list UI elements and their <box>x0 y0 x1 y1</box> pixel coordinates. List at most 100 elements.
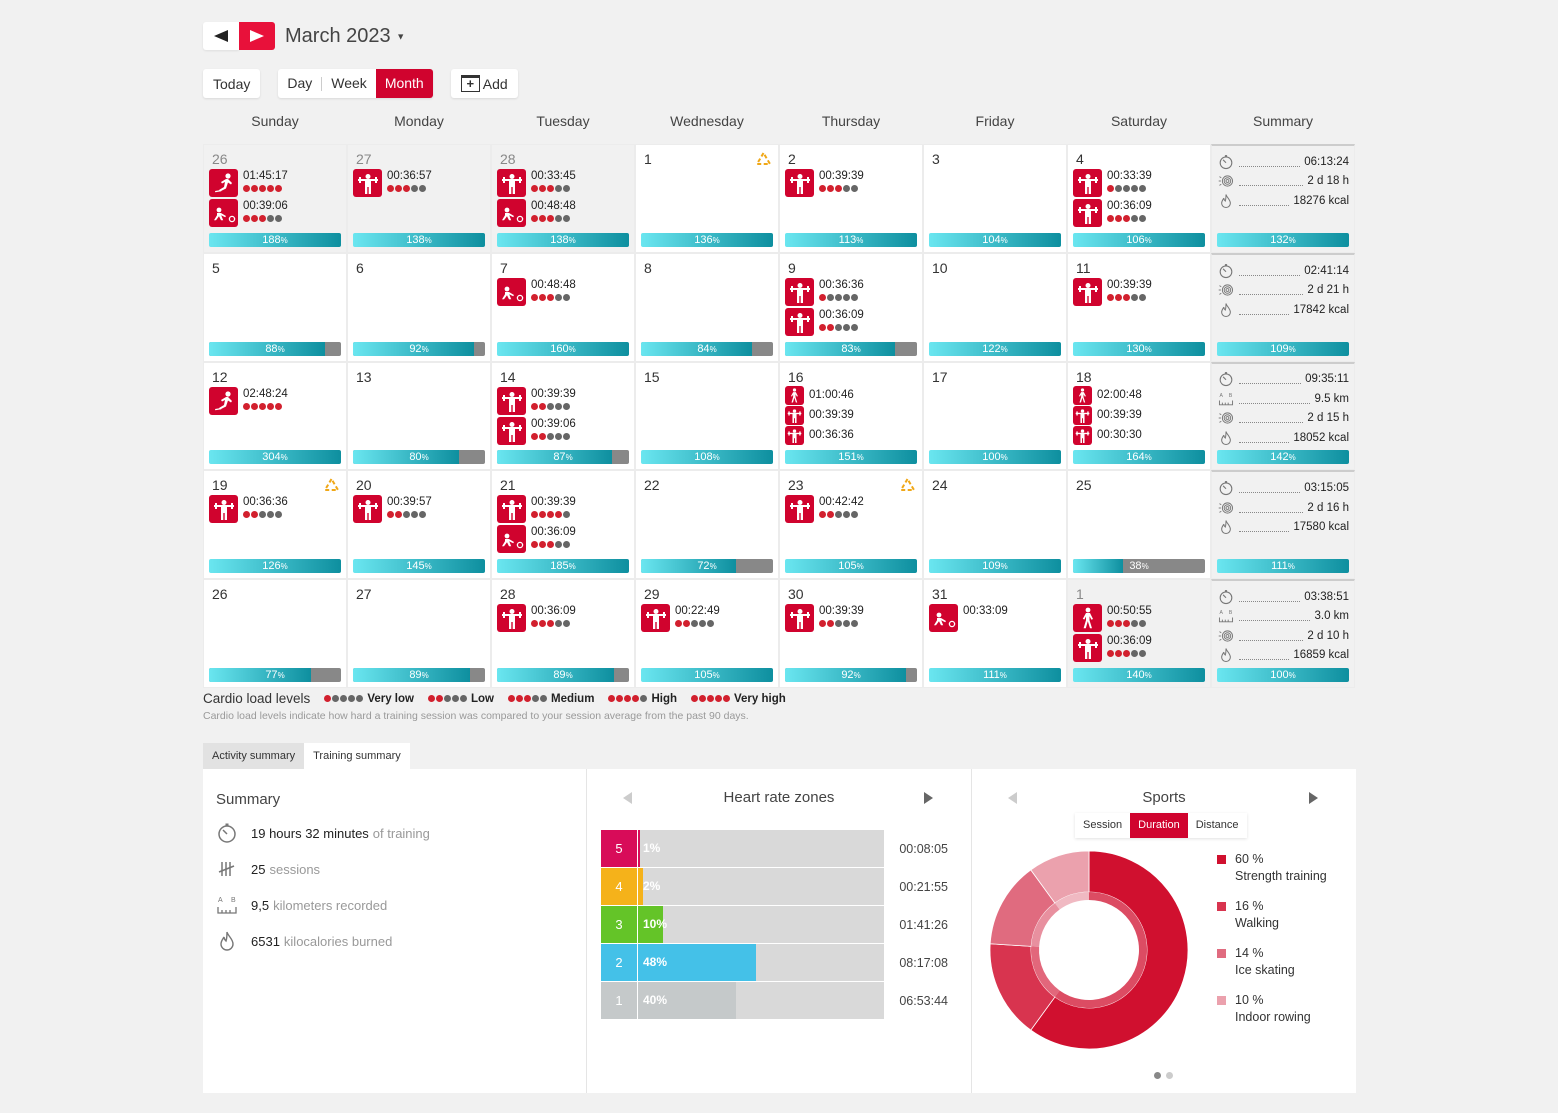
training-session[interactable]: 00:50:55 <box>1073 604 1205 633</box>
sports-mode-duration[interactable]: Duration <box>1130 813 1188 838</box>
day-cell[interactable]: 28 00:33:45 00:48:48 138% <box>491 144 635 253</box>
day-cell[interactable]: 11 00:39:39 130% <box>1067 252 1211 362</box>
training-session[interactable]: 00:36:36 <box>209 495 341 524</box>
day-cell[interactable]: 26 01:45:17 00:39:06 188% <box>203 144 347 253</box>
pager-dot-2[interactable] <box>1166 1072 1173 1079</box>
load-value: 89 <box>409 668 422 681</box>
training-session[interactable]: 00:22:49 <box>641 604 773 633</box>
day-cell[interactable]: 5 88% <box>203 252 347 362</box>
training-session[interactable]: 02:00:48 <box>1073 385 1205 405</box>
training-session[interactable]: 00:48:48 <box>497 277 629 306</box>
training-session[interactable]: 00:36:09 <box>785 307 917 336</box>
training-session[interactable]: 00:39:06 <box>497 416 629 445</box>
sports-mode-session[interactable]: Session <box>1075 813 1131 838</box>
sports-mode-distance[interactable]: Distance <box>1187 813 1247 838</box>
pager-dot-1[interactable] <box>1154 1072 1161 1079</box>
load-bar: 151% <box>785 450 917 465</box>
training-session[interactable]: 00:36:36 <box>785 425 917 445</box>
session-info: 00:36:57 <box>387 169 432 192</box>
view-week-button[interactable]: Week <box>331 75 367 91</box>
training-session[interactable]: 00:39:39 <box>497 386 629 415</box>
training-session[interactable]: 00:36:09 <box>497 604 629 633</box>
training-session[interactable]: 00:39:57 <box>353 495 485 524</box>
day-cell[interactable]: 2 00:39:39 113% <box>779 144 923 253</box>
training-session[interactable]: 00:39:39 <box>1073 277 1205 306</box>
tab-training-summary[interactable]: Training summary <box>304 743 410 769</box>
previous-month-button[interactable] <box>203 22 239 50</box>
sports-prev-arrow[interactable] <box>1008 792 1017 804</box>
day-cell[interactable]: 23 00:42:42 105% <box>779 470 923 580</box>
load-dot <box>531 402 538 410</box>
load-dot <box>691 695 698 702</box>
day-cell[interactable]: 15 108% <box>635 361 779 471</box>
day-cell[interactable]: 18 02:00:48 00:39:39 00:30:30 164% <box>1067 361 1211 471</box>
tab-activity-summary[interactable]: Activity summary <box>203 743 305 769</box>
load-bar: 109% <box>1217 341 1349 356</box>
day-cell[interactable]: 21 00:39:39 00:36:09 185% <box>491 470 635 580</box>
training-session[interactable]: 00:42:42 <box>785 495 917 524</box>
load-bar: 83% <box>785 341 917 356</box>
training-session[interactable]: 00:36:09 <box>1073 634 1205 663</box>
day-cell[interactable]: 1 00:50:55 00:36:09 140% <box>1067 579 1211 688</box>
training-session[interactable]: 01:45:17 <box>209 169 341 197</box>
day-cell[interactable]: 17 100% <box>923 361 1067 471</box>
day-cell[interactable]: 14 00:39:39 00:39:06 87% <box>491 361 635 471</box>
training-session[interactable]: 00:39:06 <box>209 199 341 227</box>
day-cell[interactable]: 30 00:39:39 92% <box>779 579 923 688</box>
add-button[interactable]: + Add <box>450 69 518 98</box>
training-session[interactable]: 00:33:39 <box>1073 169 1205 197</box>
training-session[interactable]: 00:36:57 <box>353 169 485 197</box>
training-session[interactable]: 01:00:46 <box>785 385 917 405</box>
training-session[interactable]: 00:39:39 <box>785 604 917 633</box>
day-cell[interactable]: 9 00:36:36 00:36:09 83% <box>779 252 923 362</box>
month-picker[interactable]: March 2023 ▼ <box>285 25 405 48</box>
day-cell[interactable]: 16 01:00:46 00:39:39 00:36:36 151% <box>779 361 923 471</box>
legend-sport-name: Strength training <box>1235 868 1327 883</box>
day-cell[interactable]: 27 89% <box>347 579 491 688</box>
training-session[interactable]: 00:39:39 <box>1073 405 1205 425</box>
day-cell[interactable]: 29 00:22:49 105% <box>635 579 779 688</box>
day-cell[interactable]: 25 38% <box>1067 470 1211 580</box>
session-info: 00:22:49 <box>675 604 720 628</box>
training-session[interactable]: 02:48:24 <box>209 386 341 415</box>
day-cell[interactable]: 13 80% <box>347 361 491 471</box>
load-bar-fill <box>929 341 1061 356</box>
day-cell[interactable]: 6 92% <box>347 252 491 362</box>
day-cell[interactable]: 22 72% <box>635 470 779 580</box>
load-percent: 138% <box>353 233 485 247</box>
training-session[interactable]: 00:36:36 <box>785 277 917 306</box>
training-session[interactable]: 00:39:39 <box>785 169 917 197</box>
day-cell[interactable]: 8 84% <box>635 252 779 362</box>
day-cell[interactable]: 20 00:39:57 145% <box>347 470 491 580</box>
view-month-button[interactable]: Month <box>375 69 433 98</box>
sports-next-arrow[interactable] <box>1309 792 1318 804</box>
training-session[interactable]: 00:33:45 <box>497 169 629 197</box>
day-cell[interactable]: 26 77% <box>203 579 347 688</box>
day-cell[interactable]: 7 00:48:48 160% <box>491 252 635 362</box>
training-session[interactable]: 00:39:39 <box>497 495 629 524</box>
day-cell[interactable]: 27 00:36:57 138% <box>347 144 491 253</box>
training-session[interactable]: 00:36:09 <box>1073 199 1205 227</box>
training-session[interactable]: 00:30:30 <box>1073 425 1205 445</box>
training-session[interactable]: 00:48:48 <box>497 199 629 227</box>
day-cell[interactable]: 19 00:36:36 126% <box>203 470 347 580</box>
day-cell[interactable]: 4 00:33:39 00:36:09 106% <box>1067 144 1211 253</box>
training-session[interactable]: 00:33:09 <box>929 604 1061 633</box>
day-cell[interactable]: 3 104% <box>923 144 1067 253</box>
training-session[interactable]: 00:39:39 <box>785 405 917 425</box>
load-dot <box>1123 650 1130 658</box>
day-cell[interactable]: 1 136% <box>635 144 779 253</box>
day-cell[interactable]: 10 122% <box>923 252 1067 362</box>
load-dot <box>851 293 858 301</box>
hr-next-arrow[interactable] <box>924 792 933 804</box>
day-cell[interactable]: 31 00:33:09 111% <box>923 579 1067 688</box>
session-duration: 00:36:57 <box>387 170 432 182</box>
view-day-button[interactable]: Day <box>287 75 313 91</box>
day-cell[interactable]: 24 109% <box>923 470 1067 580</box>
next-month-button[interactable] <box>239 22 275 50</box>
day-cell[interactable]: 12 02:48:24 304% <box>203 361 347 471</box>
today-button[interactable]: Today <box>203 69 261 98</box>
day-cell[interactable]: 28 00:36:09 89% <box>491 579 635 688</box>
hr-prev-arrow[interactable] <box>623 792 632 804</box>
training-session[interactable]: 00:36:09 <box>497 525 629 554</box>
